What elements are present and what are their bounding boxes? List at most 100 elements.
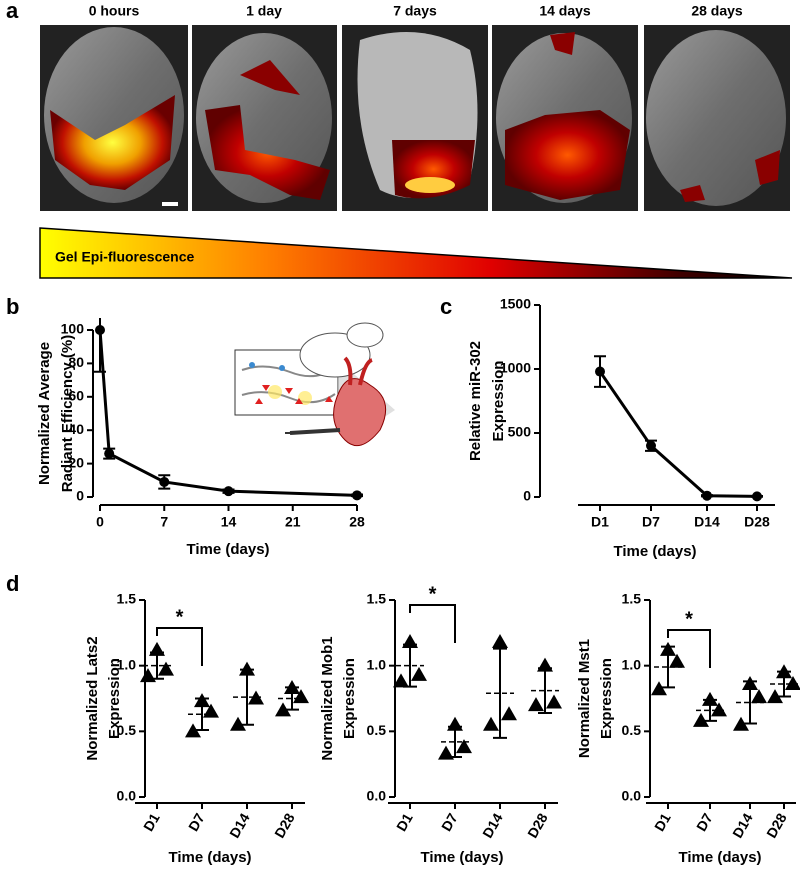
y-tick-label: 1.0	[367, 656, 387, 672]
triangle-point	[651, 681, 667, 696]
y-axis-title: Expression	[598, 658, 615, 739]
triangle-point	[751, 689, 767, 704]
error-bar	[743, 680, 757, 725]
x-tick-label: 0	[96, 514, 104, 530]
triangle-point	[528, 697, 544, 712]
error-bar	[150, 651, 164, 680]
image-label: 1 day	[246, 3, 282, 19]
x-tick-label: D7	[642, 514, 660, 530]
significance-label: *	[176, 606, 184, 628]
y-axis-title: Expression	[106, 658, 123, 739]
x-tick-label: 7	[160, 514, 168, 530]
triangle-point	[293, 689, 309, 704]
error-bar	[195, 697, 209, 732]
point	[752, 491, 762, 502]
x-tick-label: 14	[221, 514, 237, 530]
point	[104, 448, 115, 459]
y-axis-title: Normalized Mob1	[319, 636, 336, 760]
error-bar	[403, 643, 417, 688]
x-tick-label: D1	[140, 810, 163, 834]
error-bar	[777, 670, 791, 698]
triangle-point	[492, 634, 508, 649]
triangle-point	[456, 739, 472, 754]
triangle-point	[248, 690, 264, 705]
x-tick-label: D7	[693, 810, 716, 834]
triangle-point	[711, 702, 727, 717]
y-tick-label: 0.5	[367, 722, 387, 738]
error-bar	[493, 647, 507, 739]
triangle-point	[785, 676, 800, 691]
point	[223, 486, 234, 497]
y-tick-label: 80	[68, 354, 84, 370]
panel-label: c	[440, 294, 452, 319]
x-tick-label: D28	[524, 810, 551, 840]
x-tick-label: D28	[744, 514, 770, 530]
panel-label: d	[6, 571, 19, 596]
y-tick-label: 100	[61, 321, 85, 337]
line	[598, 370, 758, 498]
y-tick-label: 0	[523, 488, 531, 504]
error-bar	[538, 667, 552, 714]
significance-bracket	[667, 629, 711, 668]
y-tick-label: 0.0	[622, 788, 642, 804]
x-axis-title: Time (days)	[186, 541, 269, 558]
triangle-point	[140, 668, 156, 683]
y-axis-title: Normalized Lats2	[84, 636, 101, 760]
error-bar	[661, 645, 675, 689]
y-axis-title: Radiant Efficiency (%)	[59, 335, 76, 493]
y-tick-label: 0.5	[622, 722, 642, 738]
x-tick-label: D14	[479, 810, 506, 840]
y-tick-label: 40	[68, 421, 84, 437]
x-tick-label: D7	[185, 810, 208, 834]
y-axis-title: Normalized Average	[36, 342, 53, 485]
y-axis-title: Normalized Mst1	[576, 639, 593, 758]
triangle-point	[158, 661, 174, 676]
triangle-point	[483, 716, 499, 731]
triangle-point	[669, 653, 685, 668]
image-panel	[40, 25, 790, 211]
y-tick-label: 1.0	[622, 656, 642, 672]
x-axis-title: Time (days)	[678, 849, 761, 866]
significance-bracket	[156, 627, 203, 666]
y-tick-label: 20	[68, 454, 84, 470]
x-tick-label: D1	[393, 810, 416, 834]
image-label: 14 days	[539, 3, 591, 19]
point	[95, 325, 105, 335]
image-label: 28 days	[691, 3, 743, 19]
y-tick-label: 500	[508, 424, 532, 440]
y-tick-label: 1500	[500, 296, 531, 312]
y-tick-label: 1.0	[117, 656, 137, 672]
triangle-point	[230, 716, 246, 731]
significance-label: *	[429, 583, 437, 605]
x-tick-label: D14	[729, 810, 756, 840]
y-tick-label: 0.0	[117, 788, 137, 804]
y-tick-label: 1.5	[117, 591, 137, 607]
point	[159, 476, 170, 487]
y-axis-title: Expression	[490, 361, 507, 442]
triangle-point	[275, 702, 291, 717]
x-axis-title: Time (days)	[420, 849, 503, 866]
error-bar	[285, 686, 299, 711]
point	[352, 490, 362, 501]
significance-label: *	[685, 608, 693, 630]
y-tick-label: 60	[68, 388, 84, 404]
y-tick-label: 1.5	[622, 591, 642, 607]
triangle-point	[393, 673, 409, 688]
x-tick-label: D28	[271, 810, 298, 840]
error-bar	[240, 668, 254, 726]
y-tick-label: 1000	[500, 360, 531, 376]
x-tick-label: D1	[591, 514, 609, 530]
y-axis-title: Relative miR-302	[467, 341, 484, 461]
significance-bracket	[409, 604, 456, 643]
gradient-bar	[39, 227, 793, 279]
triangle-point	[546, 694, 562, 709]
x-tick-label: D1	[651, 810, 674, 834]
error-bars	[594, 355, 763, 498]
error-bar	[448, 725, 462, 758]
point	[646, 440, 656, 451]
x-axis-title: Time (days)	[613, 543, 696, 560]
y-axis-title: Expression	[341, 658, 358, 739]
point	[702, 490, 712, 501]
